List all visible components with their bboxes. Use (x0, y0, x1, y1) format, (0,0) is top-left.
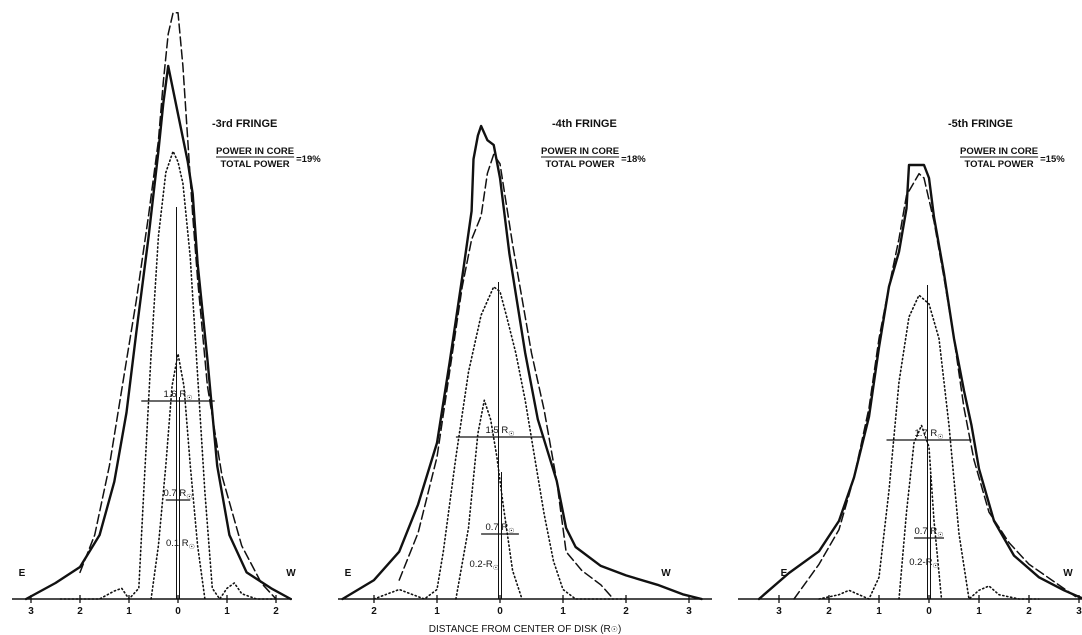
x-tick-label: 2 (77, 606, 83, 617)
x-tick-label: 3 (776, 606, 782, 617)
x-tick-label: 1 (434, 606, 440, 617)
x-tick-label: 1 (560, 606, 566, 617)
panel-4th-fringe: 2 1 0 1 2 3 1.5 R☉ 0.7 R☉ 0.2-R☉ -4th FRINGE POWER… (338, 118, 712, 617)
power-numerator: POWER IN CORE (541, 146, 619, 157)
power-ratio: =15% (1040, 154, 1065, 165)
fringe-title: -4th FRINGE (552, 118, 617, 130)
x-tick-label: 2 (826, 606, 832, 617)
series-solid-0 (341, 124, 703, 601)
x-tick-label: 2 (273, 606, 279, 617)
series-dashed-1 (793, 172, 1080, 600)
series-dotted-3 (150, 353, 206, 600)
series-dashed-1 (398, 153, 615, 600)
power-denominator: TOTAL POWER (964, 159, 1033, 170)
east-label: E (19, 568, 26, 579)
x-tick-label: 2 (371, 606, 377, 617)
fwhm-label: 1.7 R☉ (915, 428, 944, 441)
series-dotted-2 (59, 150, 277, 600)
fringe-title: -5th FRINGE (948, 118, 1013, 130)
power-ratio: =18% (621, 154, 646, 165)
west-label: W (286, 568, 296, 579)
fringe-title: -3rd FRINGE (212, 118, 277, 130)
series-dotted-2 (818, 294, 1040, 600)
fwhm-label: 0.7 R☉ (915, 526, 944, 539)
x-tick-label: 1 (126, 606, 132, 617)
x-tick-label: 0 (175, 606, 181, 617)
east-label: E (345, 568, 352, 579)
west-label: W (1063, 568, 1073, 579)
series-dotted-3 (455, 399, 523, 600)
x-tick-label: 2 (1026, 606, 1032, 617)
fwhm-label: 1.5 R☉ (486, 425, 515, 438)
west-label: W (661, 568, 671, 579)
east-label: E (781, 568, 788, 579)
fwhm-label: 0.7 R☉ (486, 522, 515, 535)
power-denominator: TOTAL POWER (545, 159, 614, 170)
series-dotted-2 (373, 286, 627, 600)
fwhm-label: 1.6 R☉ (164, 389, 193, 402)
x-tick-label: 1 (976, 606, 982, 617)
fwhm-label: 0.1 R☉ (166, 538, 195, 551)
series-solid-0 (24, 64, 292, 601)
x-tick-label: 0 (926, 606, 932, 617)
x-tick-label: 3 (28, 606, 34, 617)
x-tick-label: 3 (1076, 606, 1082, 617)
series-dotted-3 (898, 424, 943, 600)
power-numerator: POWER IN CORE (216, 146, 294, 157)
x-tick-label: 1 (224, 606, 230, 617)
x-axis-label: DISTANCE FROM CENTER OF DISK (R☉) (429, 624, 622, 635)
x-tick-label: 1 (876, 606, 882, 617)
power-denominator: TOTAL POWER (220, 159, 289, 170)
fwhm-label: 0.7 R☉ (164, 488, 193, 501)
power-numerator: POWER IN CORE (960, 146, 1038, 157)
fwhm-label: 0.2-R☉ (909, 557, 939, 570)
series-dashed-1 (79, 11, 277, 600)
x-tick-label: 3 (686, 606, 692, 617)
power-ratio: =19% (296, 154, 321, 165)
fwhm-label: 0.2-R☉ (469, 559, 499, 572)
x-tick-label: 2 (623, 606, 629, 617)
x-tick-label: 0 (497, 606, 503, 617)
panel-5th-fringe: 3 2 1 0 1 2 3 1.7 R☉ 0.7 R☉ 0.2-R☉ -5th FRINGE POWE… (738, 118, 1082, 617)
panel-3rd-fringe: 3 2 1 0 1 2 1.6 R☉ 0.7 R☉ 0.1 R☉ -3rd FRINGE POWER… (12, 11, 321, 617)
